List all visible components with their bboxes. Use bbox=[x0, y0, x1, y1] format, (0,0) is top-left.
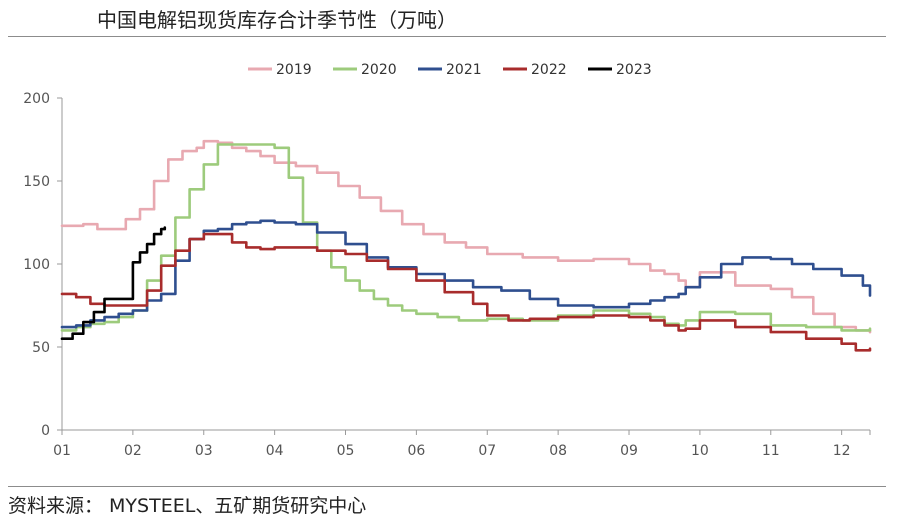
legend-label-2022: 2022 bbox=[531, 62, 567, 78]
legend-label-2021: 2021 bbox=[446, 62, 482, 78]
x-tick-label: 01 bbox=[53, 443, 71, 459]
y-tick-label: 150 bbox=[23, 174, 50, 190]
legend-label-2019: 2019 bbox=[276, 62, 312, 78]
x-tick-label: 05 bbox=[337, 443, 355, 459]
x-tick-label: 10 bbox=[691, 443, 709, 459]
series-line-2020 bbox=[60, 143, 872, 332]
x-tick-label: 03 bbox=[195, 443, 213, 459]
series-line-2023 bbox=[60, 226, 167, 340]
series-line-2019 bbox=[60, 139, 872, 334]
y-tick-label: 100 bbox=[23, 257, 50, 273]
top-rule bbox=[8, 36, 886, 37]
x-tick-label: 08 bbox=[549, 443, 567, 459]
x-tick-label: 02 bbox=[124, 443, 142, 459]
series-line-2022 bbox=[60, 232, 872, 352]
legend-label-2023: 2023 bbox=[616, 62, 652, 78]
source-note: 资料来源： MYSTEEL、五矿期货研究中心 bbox=[8, 495, 367, 517]
x-tick-label: 07 bbox=[478, 443, 496, 459]
y-tick-label: 50 bbox=[32, 340, 50, 356]
series-line-2021 bbox=[60, 219, 872, 329]
y-tick-label: 0 bbox=[41, 423, 50, 439]
legend-label-2020: 2020 bbox=[361, 62, 397, 78]
x-tick-label: 09 bbox=[620, 443, 638, 459]
chart-title: 中国电解铝现货库存合计季节性（万吨） bbox=[97, 8, 457, 32]
bottom-rule bbox=[8, 486, 886, 487]
x-tick-label: 06 bbox=[407, 443, 425, 459]
y-tick-label: 200 bbox=[23, 91, 50, 107]
x-tick-label: 12 bbox=[833, 443, 851, 459]
x-tick-label: 04 bbox=[266, 443, 284, 459]
x-tick-label: 11 bbox=[762, 443, 780, 459]
